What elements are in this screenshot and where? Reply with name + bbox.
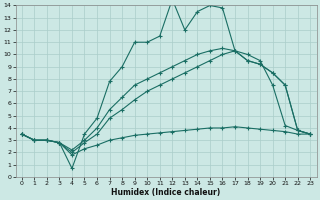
X-axis label: Humidex (Indice chaleur): Humidex (Indice chaleur) <box>111 188 221 197</box>
